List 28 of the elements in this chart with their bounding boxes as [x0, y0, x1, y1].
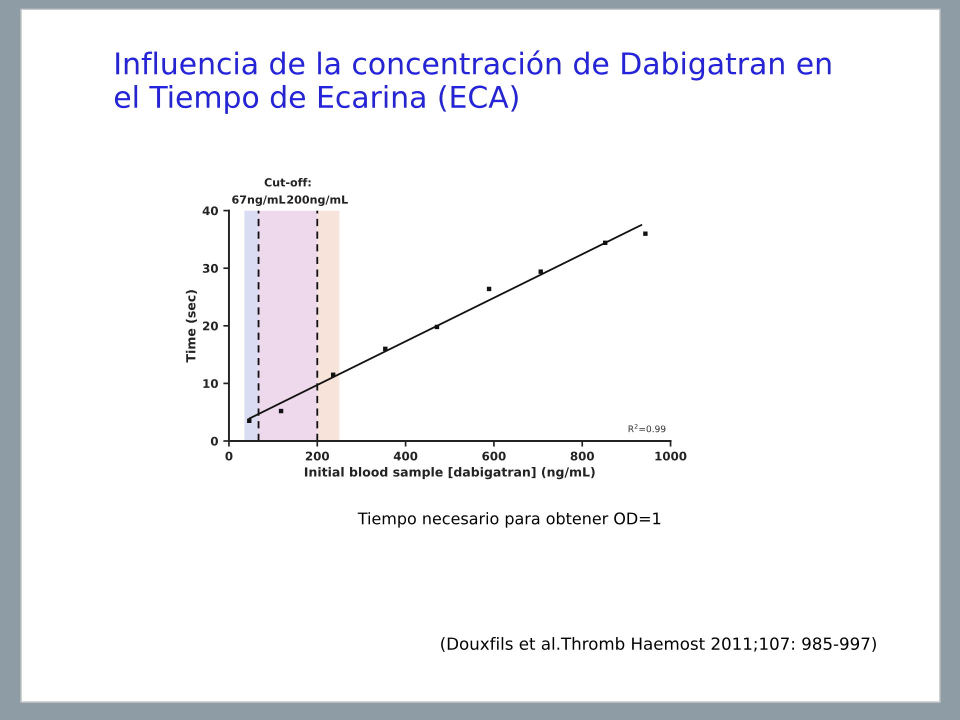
chart-title: Influencia de la concentración de Dabigatran en el Tiempo de Ecarina (ECA): [114, 50, 831, 114]
annotation: R$^{2}$=0.99: [628, 424, 666, 432]
ref-line-label: 67ng/mL: [232, 195, 286, 206]
point: [330, 372, 336, 377]
y-axis-title: Time (sec): [186, 290, 197, 362]
point: [278, 408, 284, 414]
text: (Douxfils et al.Thromb Haemost 2011;107: 985-997): [441, 637, 876, 652]
x-tick-label: 0: [225, 452, 233, 461]
y-tick-label: 0: [210, 436, 218, 446]
text: Tiempo necesario para obtener OD=1: [358, 512, 660, 528]
point: [538, 269, 543, 274]
x-tick-label: 200: [306, 452, 330, 461]
x-tick-label: 800: [570, 452, 594, 461]
point: [643, 231, 648, 236]
point: [486, 286, 492, 292]
x-tick-label: 400: [394, 452, 418, 461]
point: [603, 240, 608, 246]
text: Cut-off:: [264, 178, 311, 187]
x-tick-label: 600: [482, 452, 506, 461]
y-tick-label: 20: [203, 322, 218, 330]
point: [383, 346, 388, 352]
y-tick-label: 10: [203, 379, 218, 388]
ref-line-label: 200ng/mL: [287, 195, 348, 206]
x-axis-title: Initial blood sample [dabigatran] (ng/mL): [304, 467, 595, 480]
point: [247, 418, 252, 424]
y-tick-label: 30: [202, 264, 218, 273]
x-tick-label: 1000: [655, 452, 686, 461]
y-tick-label: 40: [202, 206, 218, 216]
